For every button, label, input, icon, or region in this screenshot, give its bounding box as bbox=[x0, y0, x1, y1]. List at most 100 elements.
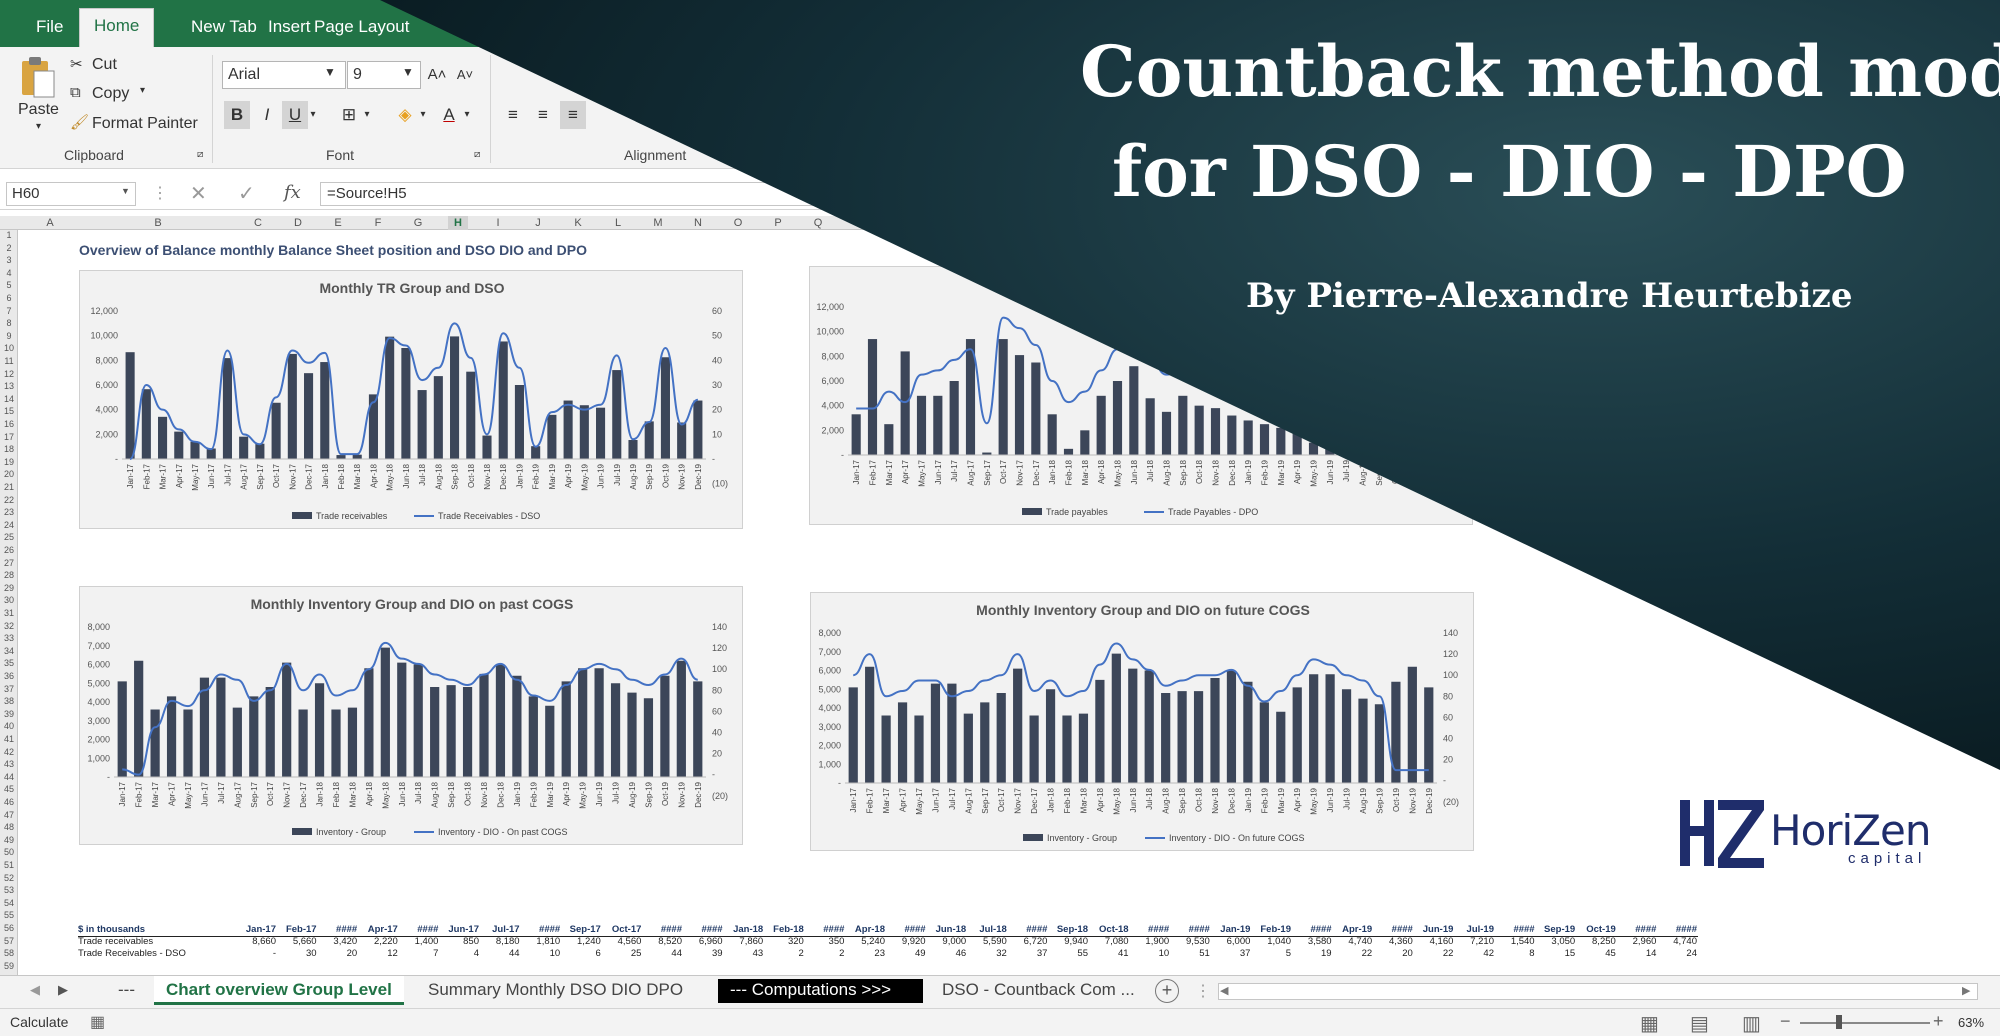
table-cell[interactable]: 42 bbox=[1460, 948, 1494, 959]
table-cell[interactable]: 4 bbox=[445, 948, 479, 959]
prev-sheet-icon[interactable]: ◀ bbox=[30, 982, 40, 998]
row-header[interactable]: 13 bbox=[0, 381, 18, 391]
row-header[interactable]: 19 bbox=[0, 457, 18, 467]
page-layout-view-icon[interactable]: ▤ bbox=[1690, 1011, 1709, 1036]
row-header[interactable]: 43 bbox=[0, 759, 18, 769]
table-cell[interactable]: 9,000 bbox=[932, 936, 966, 947]
row-header[interactable]: 39 bbox=[0, 709, 18, 719]
table-header-cell[interactable]: #### bbox=[1663, 924, 1697, 935]
borders-dropdown-icon[interactable]: ▾ bbox=[360, 101, 374, 129]
table-header-cell[interactable]: Apr-17 bbox=[364, 924, 398, 935]
table-header-cell[interactable]: #### bbox=[1622, 924, 1656, 935]
row-header[interactable]: 34 bbox=[0, 646, 18, 656]
row-header[interactable]: 25 bbox=[0, 532, 18, 542]
column-header-f[interactable]: F bbox=[368, 216, 388, 230]
format-painter-button[interactable]: Format Painter bbox=[92, 115, 198, 133]
table-cell[interactable]: 350 bbox=[810, 936, 844, 947]
table-cell[interactable]: 25 bbox=[607, 948, 641, 959]
row-header[interactable]: 22 bbox=[0, 495, 18, 505]
row-header[interactable]: 24 bbox=[0, 520, 18, 530]
sheet-tab-separator[interactable]: --- bbox=[106, 976, 147, 1005]
table-cell[interactable]: 8,250 bbox=[1582, 936, 1616, 947]
sheet-tab-dso-countback[interactable]: DSO - Countback Com ... bbox=[930, 976, 1147, 1005]
table-cell[interactable]: 14 bbox=[1622, 948, 1656, 959]
table-header-cell[interactable]: Apr-19 bbox=[1338, 924, 1372, 935]
table-header-cell[interactable]: #### bbox=[1176, 924, 1210, 935]
table-header-cell[interactable]: Oct-17 bbox=[607, 924, 641, 935]
chart-inventory-future[interactable]: Monthly Inventory Group and DIO on futur… bbox=[810, 592, 1474, 851]
table-header-cell[interactable]: Feb-17 bbox=[283, 924, 317, 935]
row-header[interactable]: 37 bbox=[0, 684, 18, 694]
row-header[interactable]: 33 bbox=[0, 633, 18, 643]
column-header-c[interactable]: C bbox=[248, 216, 268, 230]
table-header-cell[interactable]: Jun-19 bbox=[1419, 924, 1453, 935]
table-cell[interactable]: 46 bbox=[932, 948, 966, 959]
chart-tr-dso[interactable]: Monthly TR Group and DSO 12,000 10,000 8,00… bbox=[79, 270, 743, 529]
row-header[interactable]: 1 bbox=[0, 230, 18, 240]
table-cell[interactable]: 3,580 bbox=[1298, 936, 1332, 947]
column-header-b[interactable]: B bbox=[148, 216, 168, 230]
scroll-left-icon[interactable]: ◀ bbox=[1220, 984, 1228, 997]
row-header[interactable]: 42 bbox=[0, 747, 18, 757]
table-cell[interactable]: 7,860 bbox=[729, 936, 763, 947]
row-header[interactable]: 51 bbox=[0, 860, 18, 870]
table-header-cell[interactable]: Jul-18 bbox=[973, 924, 1007, 935]
table-cell[interactable]: 1,810 bbox=[526, 936, 560, 947]
table-cell[interactable]: 4,740 bbox=[1338, 936, 1372, 947]
column-header-a[interactable]: A bbox=[40, 216, 60, 230]
column-header-j[interactable]: J bbox=[528, 216, 548, 230]
column-header-k[interactable]: K bbox=[568, 216, 588, 230]
row-header[interactable]: 45 bbox=[0, 784, 18, 794]
table-header-cell[interactable]: #### bbox=[810, 924, 844, 935]
table-header-cell[interactable]: Jul-17 bbox=[486, 924, 520, 935]
table-cell[interactable]: 44 bbox=[486, 948, 520, 959]
row-header[interactable]: 30 bbox=[0, 595, 18, 605]
row-header[interactable]: 17 bbox=[0, 432, 18, 442]
table-cell[interactable]: 9,940 bbox=[1054, 936, 1088, 947]
row-header[interactable]: 52 bbox=[0, 873, 18, 883]
table-cell[interactable]: 2 bbox=[770, 948, 804, 959]
table-cell[interactable]: 22 bbox=[1419, 948, 1453, 959]
table-header-cell[interactable]: Feb-19 bbox=[1257, 924, 1291, 935]
row-header[interactable]: 57 bbox=[0, 936, 18, 946]
decrease-font-icon[interactable]: A˅ bbox=[452, 61, 478, 89]
column-header-o[interactable]: O bbox=[728, 216, 748, 230]
row-header[interactable]: 38 bbox=[0, 696, 18, 706]
table-header-cell[interactable]: #### bbox=[689, 924, 723, 935]
table-header-cell[interactable]: Sep-19 bbox=[1541, 924, 1575, 935]
table-cell[interactable]: 39 bbox=[689, 948, 723, 959]
row-header[interactable]: 2 bbox=[0, 243, 18, 253]
table-header-cell[interactable]: Sep-18 bbox=[1054, 924, 1088, 935]
table-cell[interactable]: 4,360 bbox=[1379, 936, 1413, 947]
row-header[interactable]: 55 bbox=[0, 910, 18, 920]
table-header-cell[interactable]: Sep-17 bbox=[567, 924, 601, 935]
options-dots-icon[interactable]: ⋮ bbox=[152, 183, 168, 203]
row-header[interactable]: 3 bbox=[0, 255, 18, 265]
row-header[interactable]: 59 bbox=[0, 961, 18, 971]
row-header[interactable]: 10 bbox=[0, 343, 18, 353]
zoom-level[interactable]: 63% bbox=[1958, 1015, 1984, 1030]
paste-dropdown-icon[interactable]: ▾ bbox=[36, 121, 41, 132]
column-header-i[interactable]: I bbox=[488, 216, 508, 230]
table-cell[interactable]: 5,590 bbox=[973, 936, 1007, 947]
table-cell[interactable]: 6,960 bbox=[689, 936, 723, 947]
table-cell[interactable]: 3,050 bbox=[1541, 936, 1575, 947]
table-cell[interactable]: 3,420 bbox=[323, 936, 357, 947]
row-header[interactable]: 28 bbox=[0, 570, 18, 580]
table-cell[interactable]: 4,560 bbox=[607, 936, 641, 947]
sheet-tab-chart-overview[interactable]: Chart overview Group Level bbox=[154, 976, 404, 1005]
table-cell[interactable]: 1,240 bbox=[567, 936, 601, 947]
paste-icon[interactable] bbox=[18, 55, 58, 101]
bold-button[interactable]: B bbox=[224, 101, 250, 129]
table-header-cell[interactable]: #### bbox=[892, 924, 926, 935]
tab-page-layout[interactable]: Page Layout bbox=[300, 10, 423, 47]
table-header-cell[interactable]: Oct-19 bbox=[1582, 924, 1616, 935]
row-header[interactable]: 58 bbox=[0, 948, 18, 958]
row-header[interactable]: 20 bbox=[0, 469, 18, 479]
format-painter-icon[interactable]: 🖌 bbox=[70, 113, 89, 131]
row-header[interactable]: 31 bbox=[0, 608, 18, 618]
table-cell[interactable]: 22 bbox=[1338, 948, 1372, 959]
cut-icon[interactable]: ✂ bbox=[70, 55, 83, 73]
borders-icon[interactable]: ⊞ bbox=[336, 101, 362, 129]
table-cell[interactable]: 41 bbox=[1095, 948, 1129, 959]
